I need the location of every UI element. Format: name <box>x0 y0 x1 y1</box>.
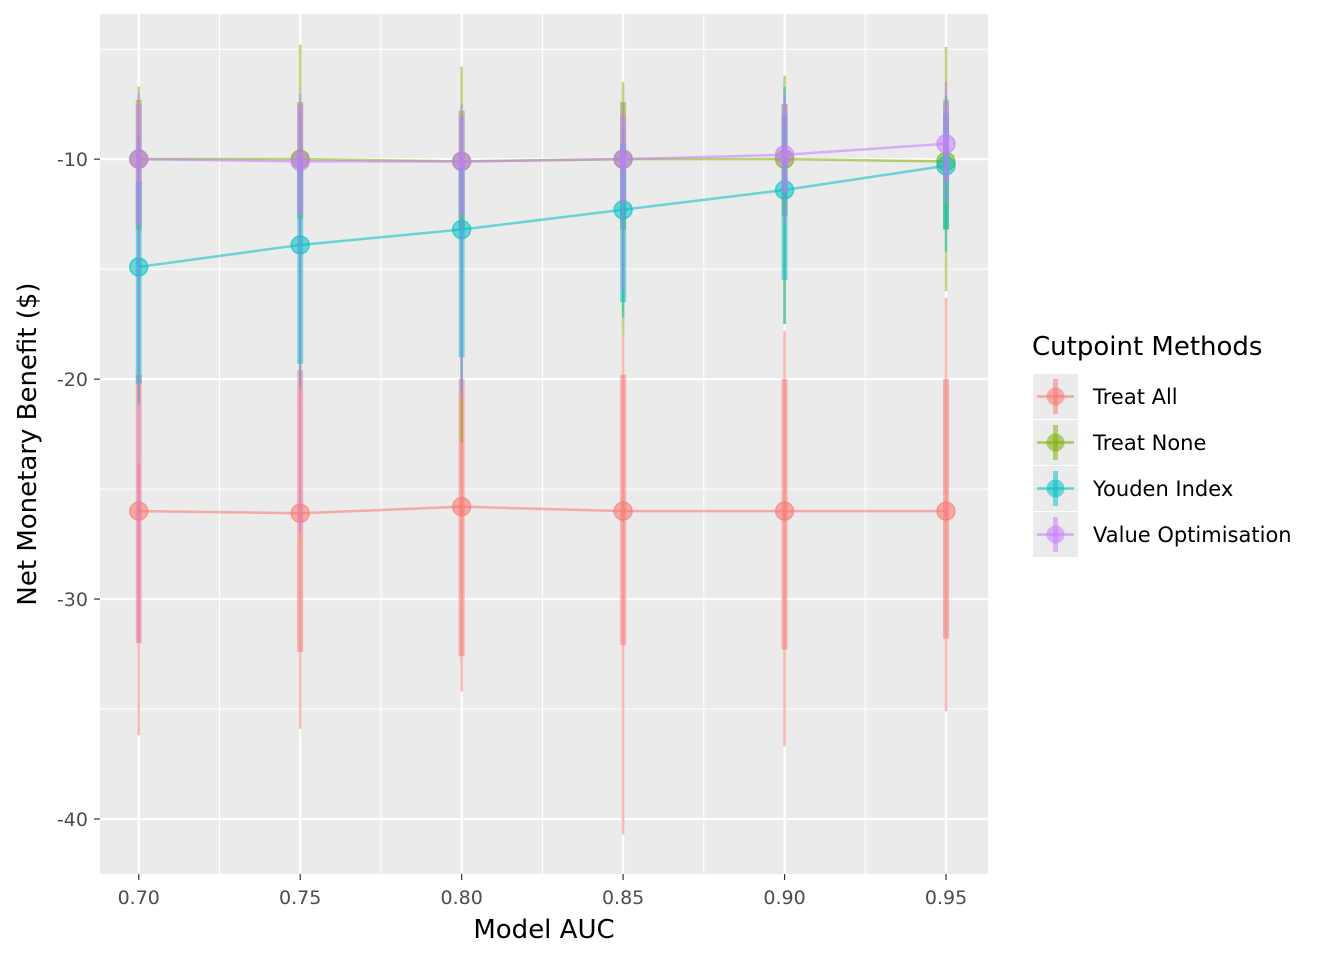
data-point <box>613 149 633 169</box>
data-point <box>774 501 795 521</box>
series-layer <box>128 44 956 835</box>
legend-key-point <box>1046 479 1065 498</box>
data-point <box>128 149 149 169</box>
legend-key-point <box>1046 525 1065 544</box>
y-tick-label: -20 <box>57 369 88 391</box>
data-point <box>774 145 795 165</box>
y-tick-label: -40 <box>57 809 88 831</box>
series-line <box>138 505 947 515</box>
data-point <box>936 501 956 521</box>
x-axis: 0.70 0.75 0.80 0.85 0.90 0.95 <box>118 874 967 909</box>
y-tick-label: -30 <box>57 589 88 611</box>
legend-items: Treat All Treat None Youden Index Value Opt… <box>1033 374 1292 557</box>
legend-key-point <box>1046 387 1065 406</box>
data-point <box>290 151 310 172</box>
x-tick-label: 0.75 <box>279 887 321 909</box>
data-point <box>451 151 472 172</box>
legend-key-point <box>1046 433 1065 452</box>
x-tick-label: 0.85 <box>602 887 644 909</box>
series-treat-all <box>128 297 956 835</box>
series-line <box>138 164 947 269</box>
series-value-optimisation <box>128 82 956 644</box>
data-point <box>936 134 956 154</box>
legend-item-treat-none: Treat None <box>1033 420 1206 465</box>
legend-label: Treat None <box>1092 431 1206 455</box>
legend-item-value-optimisation: Value Optimisation <box>1033 512 1292 557</box>
legend: Cutpoint Methods Treat All Treat None Youd… <box>1032 332 1292 557</box>
legend-label: Youden Index <box>1092 477 1233 501</box>
x-tick-label: 0.70 <box>118 887 160 909</box>
legend-item-treat-all: Treat All <box>1033 374 1178 419</box>
x-tick-label: 0.95 <box>925 887 967 909</box>
y-axis: -10 -20 -30 -40 <box>57 149 100 831</box>
x-axis-title: Model AUC <box>473 915 614 945</box>
x-tick-label: 0.80 <box>441 887 483 909</box>
y-axis-title: Net Monetary Benefit ($) <box>13 282 43 605</box>
legend-title: Cutpoint Methods <box>1032 332 1262 362</box>
legend-item-youden-index: Youden Index <box>1033 466 1233 511</box>
data-point <box>451 496 472 517</box>
panel-background <box>100 14 988 874</box>
legend-label: Value Optimisation <box>1093 523 1292 547</box>
x-tick-label: 0.90 <box>763 887 805 909</box>
y-tick-label: -10 <box>57 149 88 171</box>
series-line <box>138 142 947 163</box>
legend-label: Treat All <box>1092 385 1178 409</box>
data-point <box>613 501 633 521</box>
